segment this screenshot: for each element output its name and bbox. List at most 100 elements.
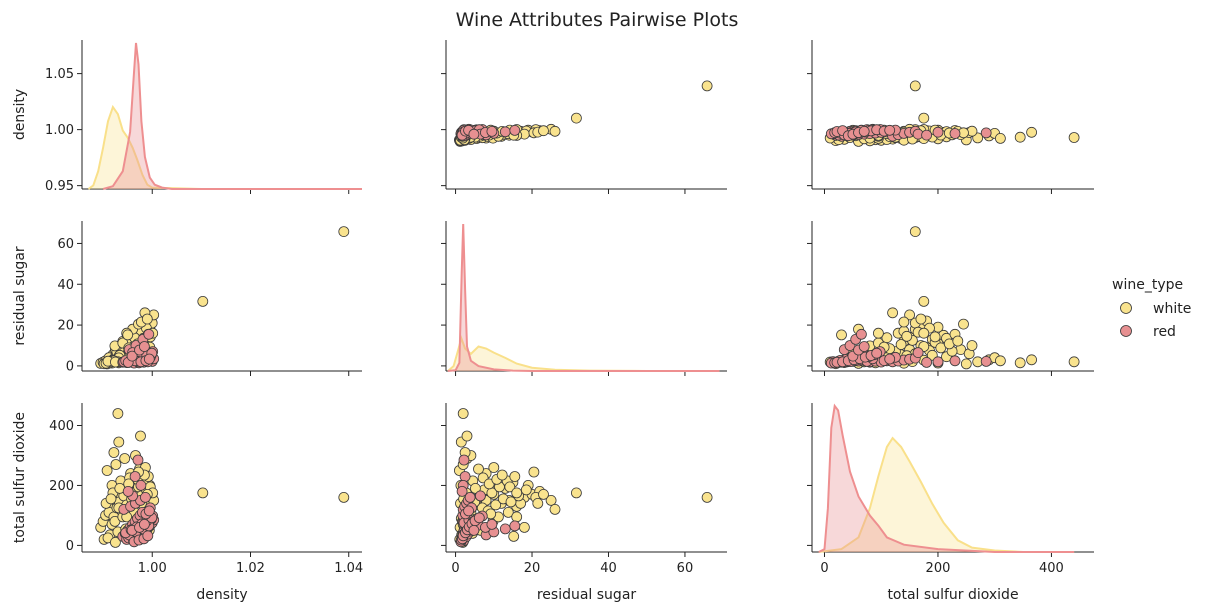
legend: wine_type white red [1112, 277, 1191, 340]
point-red [921, 129, 932, 141]
point-red [474, 490, 486, 502]
panel-grid: 0.95 1.00 1.05 density 0 20 40 60 residual sugar… [12, 40, 1094, 603]
point-red [858, 125, 870, 137]
point-white [504, 481, 516, 493]
panel-total-sulfur-dioxide-vs-density: 1.00 1.02 1.04 0 200 400 density total sulfur d… [12, 403, 363, 603]
point-red [143, 505, 155, 517]
point-white [473, 463, 484, 475]
legend-label-red: red [1153, 324, 1176, 340]
point-white [571, 487, 582, 499]
y-tick-label: 20 [57, 319, 74, 334]
point-white [904, 309, 915, 321]
point-white [836, 329, 847, 341]
point-white [929, 331, 941, 343]
point-white [197, 295, 209, 307]
chart-title: Wine Attributes Pairwise Plots [456, 9, 739, 31]
x-tick-label: 1.00 [138, 561, 167, 576]
y-axis-label: total sulfur dioxide [12, 412, 28, 543]
point-white [505, 496, 517, 508]
point-white [701, 80, 713, 92]
kde-fill-white [447, 338, 720, 371]
point-white [966, 340, 978, 351]
legend-label-white: white [1153, 301, 1191, 317]
point-red [459, 471, 471, 482]
point-white [490, 499, 502, 511]
point-white [918, 112, 930, 124]
y-tick-label: 1.05 [45, 67, 74, 82]
point-white [538, 125, 549, 137]
point-white [1014, 131, 1026, 143]
point-white [538, 488, 549, 500]
point-red [932, 356, 944, 368]
kde-line-red [818, 403, 1075, 553]
point-white [496, 469, 508, 481]
point-white [909, 80, 921, 92]
point-white [122, 329, 134, 341]
legend-title: wine_type [1112, 277, 1183, 293]
point-white [887, 307, 898, 319]
point-red [884, 353, 896, 365]
point-white [528, 466, 540, 478]
x-axis-label: total sulfur dioxide [887, 587, 1018, 603]
point-red [499, 523, 511, 535]
x-tick-label: 200 [926, 561, 951, 576]
point-red [932, 126, 944, 138]
kde-line-red [447, 223, 720, 372]
kde-line-white [818, 436, 1075, 553]
point-red [499, 126, 511, 138]
point-white [549, 125, 561, 137]
x-tick-label: 20 [524, 561, 541, 576]
point-red [912, 347, 924, 359]
point-white [457, 408, 469, 419]
point-white [519, 522, 530, 533]
legend-marker-red [1120, 325, 1132, 337]
point-red [143, 328, 155, 340]
point-red [464, 491, 476, 503]
point-white [1068, 132, 1080, 143]
y-axis-label: residual sugar [12, 246, 28, 346]
point-red [884, 124, 896, 136]
point-white [960, 358, 972, 370]
point-white [511, 487, 523, 499]
panel-density-vs-density: 0.95 1.00 1.05 density [12, 40, 363, 194]
point-red [473, 512, 485, 524]
y-tick-label: 40 [57, 278, 74, 293]
y-axis-label: density [12, 89, 28, 140]
panel-density-vs-residual-sugar [441, 40, 727, 194]
point-white [520, 484, 532, 496]
point-white [918, 327, 930, 339]
point-white [511, 511, 523, 523]
point-red [143, 353, 155, 365]
point-red [122, 485, 134, 497]
point-red [509, 124, 521, 136]
point-white [461, 430, 473, 442]
point-white [508, 531, 520, 542]
x-tick-label: 1.02 [236, 561, 265, 576]
point-red [126, 350, 138, 362]
point-white [995, 132, 1006, 144]
point-white [1014, 357, 1026, 369]
point-red [458, 454, 470, 466]
point-white [701, 491, 713, 503]
point-white [958, 318, 969, 330]
point-red [871, 347, 883, 359]
x-tick-label: 60 [677, 561, 694, 576]
point-white [119, 453, 131, 464]
point-white [338, 226, 350, 238]
x-tick-label: 1.04 [334, 561, 363, 576]
point-red [135, 479, 147, 491]
point-red [858, 341, 870, 352]
y-tick-label: 1.00 [45, 123, 74, 138]
point-white [509, 471, 521, 482]
x-axis-label: density [196, 587, 247, 603]
point-white [532, 497, 544, 509]
point-red [129, 471, 141, 482]
kde-fill-red [818, 406, 1075, 552]
point-red [509, 520, 521, 532]
point-white [571, 112, 582, 124]
point-white [995, 355, 1006, 367]
kde-fill-white [818, 438, 1075, 552]
point-white [873, 327, 884, 339]
point-red [921, 356, 932, 368]
